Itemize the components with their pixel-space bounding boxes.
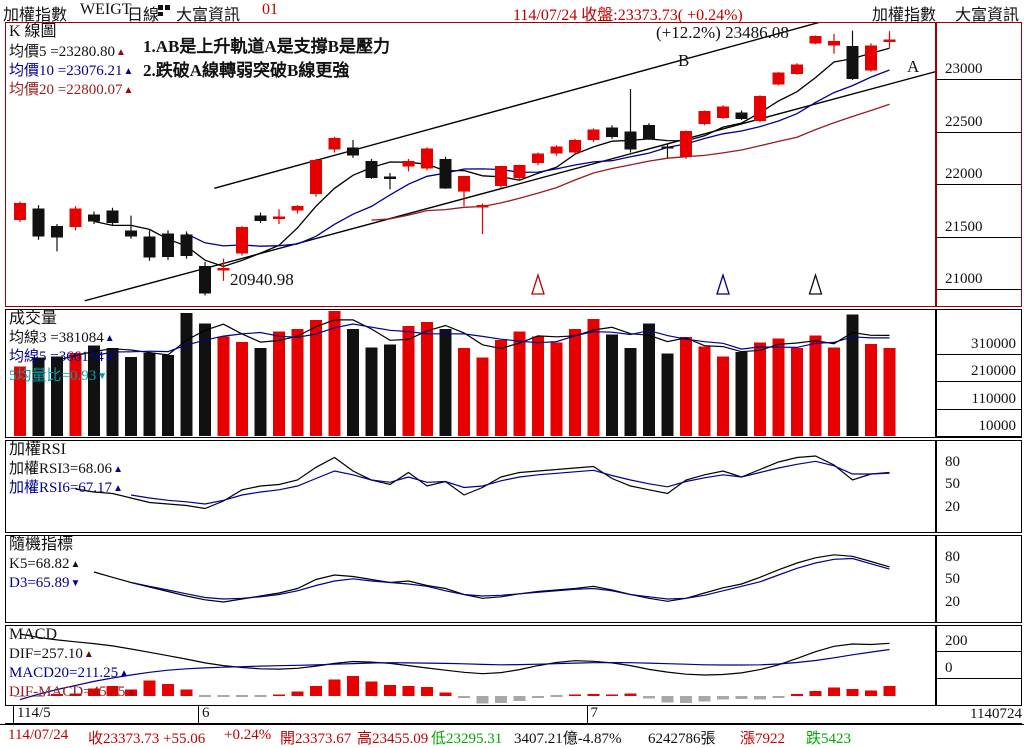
trendline-b-label: B [678, 51, 690, 70]
stochastic-legend-k: K5=68.82▲ [9, 556, 81, 572]
up-arrow-icon: ▲ [123, 85, 134, 96]
rsi-legend-rsi3: 加權RSI3=68.06▲ [9, 461, 123, 477]
axis-label: 200 [945, 633, 968, 649]
axis-label: 22000 [945, 166, 983, 183]
macd-legend-hist: DIF-MACD=45.85▲ [9, 684, 137, 700]
month-tick [198, 706, 199, 723]
high-price-label: (+12.2%) 23486.08 [656, 23, 789, 42]
macd-legend-dif: DIF=257.10▲ [9, 646, 94, 662]
up-arrow-icon: ▲ [126, 687, 137, 698]
rsi-panel[interactable]: 加權RSI 加權RSI3=68.06▲ 加權RSI6=67.17▲ [5, 440, 936, 533]
month-tick-label: 6 [202, 705, 210, 721]
volume-chart[interactable] [6, 310, 935, 437]
axis-label: 20 [945, 498, 960, 515]
axis-label: 20 [945, 593, 960, 610]
up-arrow-icon: ▲ [104, 333, 115, 344]
up-arrow-icon: ▲ [119, 668, 130, 679]
page-number: 01 [262, 1, 278, 18]
down-arrow-icon: ▼ [70, 578, 81, 589]
stochastic-legend-d: D3=65.89▼ [9, 575, 81, 591]
macd-legend-macd20: MACD20=211.25▲ [9, 665, 130, 681]
month-tick-label: 7 [590, 705, 599, 721]
kline-panel[interactable]: K 線圖 均價5 =23280.80▲ 均價10 =23076.21▲ 均價20… [5, 22, 936, 307]
kline-title: K 線圖 [9, 23, 57, 40]
axis-label: 23000 [945, 61, 983, 77]
axis-label: 50 [945, 476, 960, 492]
axis-label: 50 [945, 571, 960, 587]
status-open: 開23373.67 [280, 731, 352, 747]
month-tick [586, 706, 588, 723]
status-advancers: 漲7922 [740, 731, 786, 747]
macd-panel[interactable]: MACD DIF=257.10▲ MACD20=211.25▲ DIF-MACD… [5, 625, 936, 706]
volume-title: 成交量 [9, 310, 58, 327]
status-change-pct: +0.24% [224, 727, 272, 743]
vendor-label: 大富資訊 [176, 7, 241, 24]
kline-chart[interactable] [6, 23, 935, 306]
status-low: 低23295.31 [431, 731, 503, 747]
volume-panel[interactable]: 成交量 均線3 =381084▲ 均線5 =366174▲ 5均量比=0.93▼ [5, 309, 936, 438]
up-arrow-icon: ▲ [123, 66, 134, 77]
symbol-name: 加權指數 [3, 7, 68, 24]
kline-legend-ma5: 均價5 =23280.80▲ [9, 44, 126, 60]
up-arrow-icon: ▲ [83, 649, 94, 660]
macd-axis: 200 0 [936, 625, 1022, 706]
status-close: 收23373.73 +55.06 [88, 731, 206, 747]
kline-legend-ma10: 均價10 =23076.21▲ [9, 63, 134, 79]
volume-axis: 310000 210000 110000 10000 [936, 309, 1022, 438]
rsi-axis: 80 50 20 [936, 440, 1022, 533]
kline-legend-ma20: 均價20 =22800.07▲ [9, 82, 134, 98]
status-date: 114/07/24 [8, 727, 69, 743]
up-arrow-icon: ▲ [113, 464, 123, 475]
volume-legend-ma3: 均線3 =381084▲ [9, 330, 115, 346]
stochastic-title: 隨機指標 [9, 536, 74, 553]
axis-label: 210000 [971, 363, 1016, 379]
right-vendor-name: 大富資訊 [955, 7, 1020, 24]
axis-label: 21500 [945, 218, 983, 235]
right-symbol-name: 加權指數 [872, 7, 937, 24]
axis-label: 10000 [978, 418, 1017, 434]
time-axis[interactable]: 114/5 6 7 [5, 705, 936, 724]
annotation-line1: 1.AB是上升軌道A是支撐B是壓力 [143, 37, 390, 56]
rsi-chart[interactable] [6, 441, 935, 532]
stochastic-panel[interactable]: 隨機指標 K5=68.82▲ D3=65.89▼ [5, 535, 936, 623]
axis-label: 22500 [945, 113, 983, 130]
up-arrow-icon: ▲ [70, 559, 81, 570]
title-bar: 加權指數 WEIGT 日線 大富資訊 01 114/07/24 收盤:23373… [0, 0, 1024, 24]
price-axis: 23000 22500 22000 21500 21000 [936, 22, 1022, 307]
up-arrow-icon: ▲ [115, 47, 126, 58]
status-amount: 3407.21億-4.87% [514, 731, 622, 747]
volume-legend-ma5: 均線5 =366174▲ [9, 349, 115, 365]
status-high: 高23455.09 [357, 731, 429, 747]
macd-chart[interactable] [6, 626, 935, 705]
quote-summary: 114/07/24 收盤:23373.73( +0.24%) [513, 7, 743, 24]
time-axis-date: 1140724 [936, 706, 1022, 724]
stochastic-axis: 80 50 20 [936, 535, 1022, 623]
axis-label: 0 [945, 660, 953, 676]
stochastic-chart[interactable] [6, 536, 935, 622]
axis-label: 80 [945, 453, 960, 470]
month-tick [13, 706, 14, 723]
rsi-legend-rsi6: 加權RSI6=67.17▲ [9, 480, 123, 496]
status-decliners: 跌5423 [806, 731, 852, 747]
trendline-a-label: A [907, 57, 920, 76]
grid-icon[interactable] [158, 5, 171, 17]
low-price-label: 20940.98 [230, 270, 294, 289]
status-bar: 114/07/24 收23373.73 +55.06 +0.24% 開23373… [0, 724, 1024, 747]
macd-title: MACD [9, 626, 58, 643]
rsi-title: 加權RSI [9, 441, 66, 458]
status-shares: 6242786張 [648, 731, 716, 747]
axis-label: 80 [945, 548, 960, 565]
period-label[interactable]: 日線 [127, 7, 160, 24]
month-tick-label: 114/5 [17, 705, 51, 721]
symbol-code: WEIGT [80, 1, 132, 18]
down-arrow-icon: ▼ [97, 371, 108, 382]
up-arrow-icon: ▲ [113, 483, 123, 494]
up-arrow-icon: ▲ [104, 352, 115, 363]
axis-label: 110000 [971, 390, 1016, 407]
axis-label: 21000 [945, 271, 983, 288]
volume-legend-ratio: 5均量比=0.93▼ [9, 368, 108, 384]
annotation-line2: 2.跌破A線轉弱突破B線更強 [143, 61, 350, 80]
axis-label: 310000 [971, 335, 1016, 352]
